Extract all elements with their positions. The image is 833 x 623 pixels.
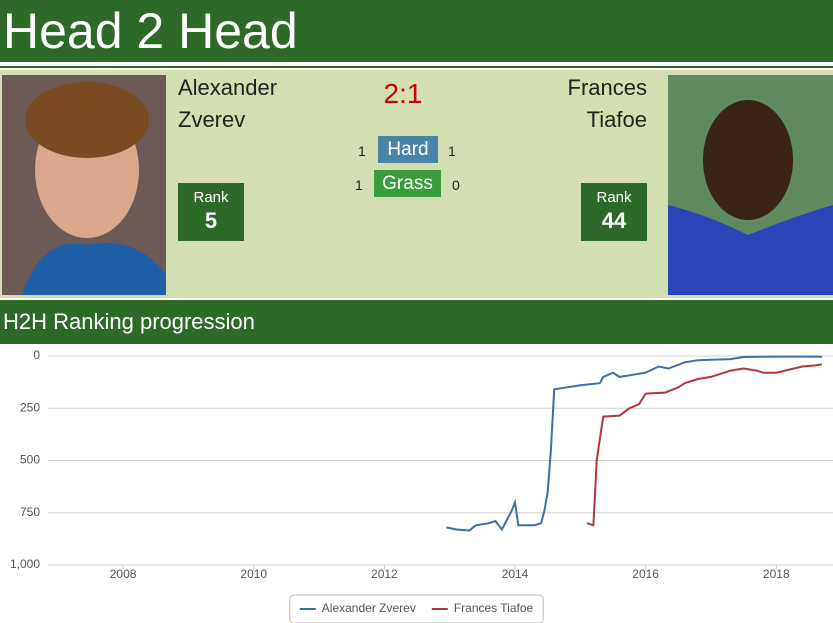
player-last-name: Tiafoe — [586, 107, 647, 132]
player-first-name: Alexander — [178, 75, 278, 100]
legend-label: Alexander Zverev — [322, 601, 416, 615]
surface-label: Grass — [374, 170, 441, 197]
x-tick-label: 2010 — [240, 567, 267, 581]
player-first-name: Frances — [567, 75, 647, 100]
y-tick-label: 750 — [20, 505, 40, 519]
x-tick-label: 2016 — [632, 567, 659, 581]
rank-value: 44 — [601, 208, 627, 233]
x-tick-label: 2018 — [763, 567, 790, 581]
rank-box: Rank 44 — [581, 183, 647, 241]
y-tick-label: 500 — [20, 453, 40, 467]
header-bar — [0, 0, 833, 62]
y-tick-label: 250 — [20, 400, 40, 414]
surface-count: 0 — [452, 177, 460, 193]
section-bar — [0, 300, 833, 344]
legend-box — [289, 594, 544, 623]
rank-label: Rank — [596, 189, 632, 206]
score: 2:1 — [383, 78, 423, 109]
rank-label: Rank — [193, 189, 229, 206]
surface-count: 1 — [448, 143, 456, 159]
y-tick-label: 0 — [33, 348, 40, 362]
series-line — [446, 355, 823, 532]
player-photo — [668, 75, 833, 295]
x-tick-label: 2008 — [110, 567, 137, 581]
player-photo — [2, 75, 166, 295]
legend: Alexander Zverev Frances Tiafoe — [289, 594, 544, 623]
surface-count: 1 — [355, 177, 363, 193]
surface-count: 1 — [358, 143, 366, 159]
rank-box: Rank 5 — [178, 183, 244, 241]
surface-label: Hard — [378, 136, 438, 163]
separator — [0, 66, 833, 68]
page-title: Head 2 Head — [3, 3, 298, 59]
series-line — [586, 363, 823, 527]
x-tick-label: 2014 — [502, 567, 529, 581]
x-tick-label: 2012 — [371, 567, 398, 581]
chart: 0 250 500 750 1,000 2008 2010 2012 2014 2016 2018 A… — [10, 348, 833, 623]
player-last-name: Zverev — [178, 107, 246, 132]
y-tick-label: 1,000 — [10, 557, 40, 571]
rank-value: 5 — [204, 208, 218, 233]
legend-label: Frances Tiafoe — [454, 601, 534, 615]
section-title: H2H Ranking progression — [3, 309, 255, 334]
